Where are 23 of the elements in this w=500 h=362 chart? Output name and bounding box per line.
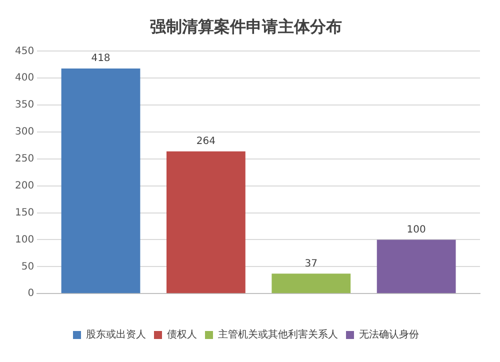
- y-tick-label: 350: [14, 100, 34, 111]
- bar: [272, 274, 351, 294]
- legend-label: 债权人: [167, 328, 197, 341]
- y-tick-label: 50: [21, 261, 34, 272]
- y-tick-label: 400: [14, 72, 34, 84]
- legend-label: 无法确认身份: [359, 328, 419, 341]
- chart-title: 强制清算案件申请主体分布: [150, 16, 342, 36]
- y-tick-label: 100: [14, 234, 34, 246]
- y-tick-label: 0: [28, 288, 34, 300]
- y-tick-label: 300: [14, 126, 34, 138]
- bar: [166, 151, 246, 294]
- y-tick-label: 450: [14, 46, 34, 57]
- data-label: 418: [91, 53, 110, 64]
- bar: [376, 240, 456, 294]
- legend-label: 股东或出资人: [86, 328, 146, 341]
- data-label: 264: [196, 136, 216, 147]
- data-label: 37: [304, 258, 318, 270]
- y-tick-label: 200: [14, 180, 34, 192]
- legend-label: 主管机关或其他利害关系人: [218, 328, 338, 341]
- bar: [61, 68, 140, 294]
- y-tick-label: 250: [14, 154, 34, 165]
- y-tick-label: 150: [14, 207, 34, 218]
- data-label: 100: [406, 224, 426, 236]
